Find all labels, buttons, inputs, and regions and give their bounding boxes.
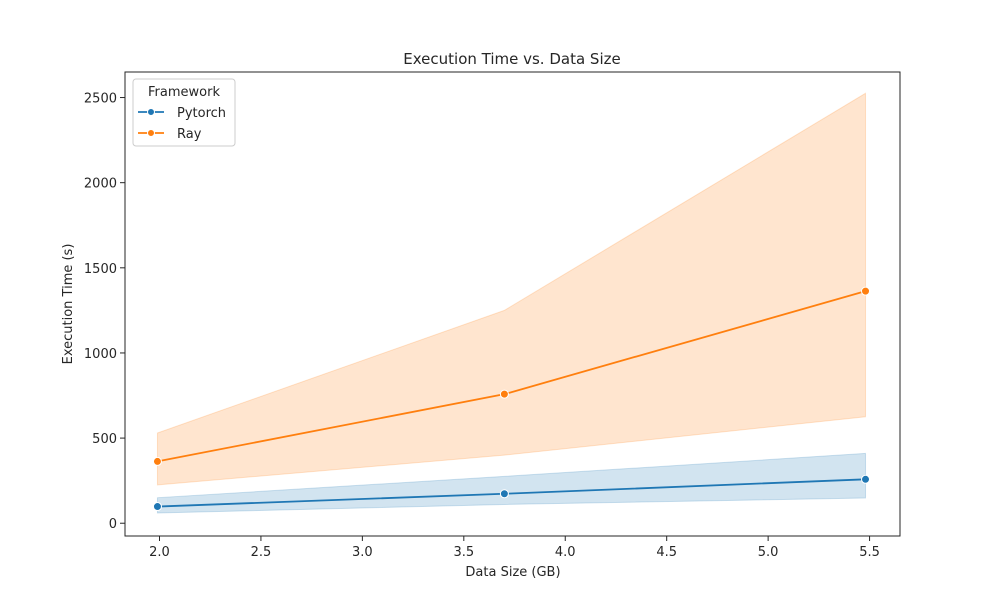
x-tick-label: 2.0	[149, 545, 170, 560]
ray-point	[499, 389, 509, 399]
chart-title: Execution Time vs. Data Size	[403, 50, 620, 68]
pytorch-point	[499, 489, 509, 499]
ray-legend-label: Ray	[177, 127, 202, 142]
x-tick-label: 2.5	[251, 545, 272, 560]
y-tick-label: 2000	[84, 177, 117, 192]
x-tick-label: 5.0	[758, 545, 779, 560]
y-tick-label: 500	[92, 432, 117, 447]
x-tick-label: 5.5	[859, 545, 880, 560]
legend-box	[132, 78, 236, 147]
pytorch-legend-marker	[147, 108, 155, 116]
y-tick-label: 1500	[84, 262, 117, 277]
x-tick-label: 4.0	[555, 545, 576, 560]
x-tick-label: 3.0	[352, 545, 373, 560]
series-markers	[152, 286, 871, 512]
plot-frame	[124, 71, 901, 537]
y-tick-label: 2500	[84, 92, 117, 107]
y-axis-ticks: 0 500 1000 1500 2000 2500	[84, 92, 125, 532]
x-axis-ticks: 2.0 2.5 3.0 3.5 4.0 4.5 5.0 5.5	[149, 536, 880, 560]
pytorch-point	[861, 474, 871, 484]
legend-title: Framework	[148, 85, 220, 100]
pytorch-legend-label: Pytorch	[177, 106, 226, 121]
x-tick-label: 3.5	[453, 545, 474, 560]
ray-legend-marker	[147, 129, 155, 137]
ray-confidence-band	[156, 92, 867, 486]
confidence-bands	[156, 92, 867, 514]
pytorch-confidence-band	[156, 452, 867, 514]
y-tick-label: 1000	[84, 347, 117, 362]
ray-point	[152, 456, 162, 466]
ray-point	[861, 286, 871, 296]
legend-items: Pytorch Ray	[138, 106, 226, 142]
legend: Framework Pytorch Ray	[132, 78, 236, 147]
y-axis-label: Execution Time (s)	[61, 244, 76, 365]
x-tick-label: 4.5	[656, 545, 677, 560]
x-axis-label: Data Size (GB)	[465, 565, 560, 580]
pytorch-point	[152, 502, 162, 512]
y-tick-label: 0	[109, 517, 117, 532]
